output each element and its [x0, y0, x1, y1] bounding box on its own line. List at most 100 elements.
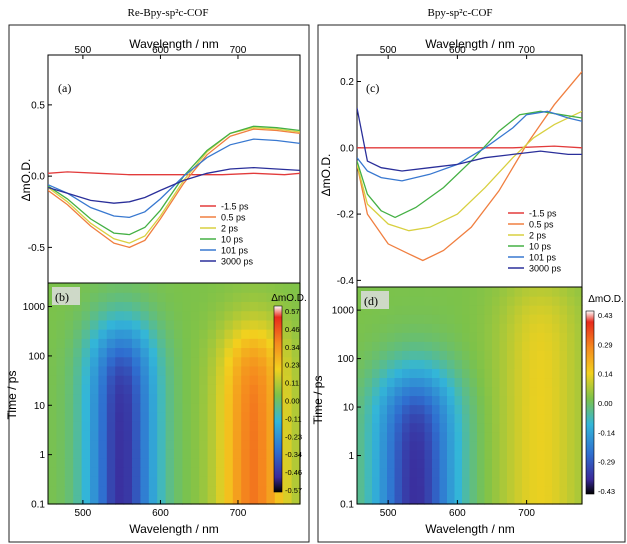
heat-cell-b — [98, 292, 108, 303]
heat-cell-d — [439, 413, 448, 424]
xtick-label-d-2: 700 — [518, 508, 535, 519]
heat-cell-d — [357, 485, 366, 496]
heat-cell-d — [462, 314, 471, 324]
heat-cell-b — [283, 430, 293, 441]
heat-cell-b — [274, 494, 284, 505]
heat-cell-d — [492, 350, 501, 360]
heat-cell-b — [140, 283, 150, 293]
heat-cell-b — [115, 430, 125, 441]
heat-cell-d — [357, 305, 366, 315]
heat-cell-d — [462, 359, 471, 369]
panel-label-bg-d — [361, 291, 389, 309]
heat-cell-d — [439, 386, 448, 397]
heat-cell-b — [140, 375, 150, 385]
heat-cell-b — [283, 319, 293, 330]
heat-cell-b — [266, 283, 276, 293]
heat-cell-b — [291, 402, 301, 413]
heat-cell-b — [123, 356, 133, 367]
heatmap-b — [48, 283, 301, 505]
heat-cell-d — [379, 323, 388, 333]
heat-cell-d — [417, 422, 426, 433]
heat-cell-d — [559, 476, 568, 487]
heat-cell-d — [379, 332, 388, 342]
heat-cell-b — [165, 467, 175, 477]
ylabel-c: ΔmO.D. — [319, 154, 333, 197]
heat-cell-d — [529, 332, 538, 342]
heat-cell-d — [507, 413, 516, 424]
heat-cell-b — [73, 402, 83, 413]
legend-label-a-5: 3000 ps — [221, 257, 254, 267]
heat-cell-b — [115, 421, 125, 431]
heat-cell-d — [357, 458, 366, 469]
heat-cell-b — [266, 347, 276, 358]
heat-cell-b — [98, 421, 108, 431]
heat-cell-d — [454, 359, 463, 369]
heat-cell-b — [73, 338, 83, 349]
heat-cell-d — [559, 458, 568, 469]
colorbar-tick-b-7: -0.23 — [285, 432, 302, 441]
heat-cell-d — [387, 404, 396, 415]
heat-cell-b — [115, 448, 125, 459]
heat-cell-b — [291, 439, 301, 450]
heat-cell-b — [266, 319, 276, 330]
heat-cell-d — [567, 458, 576, 469]
heat-cell-b — [115, 292, 125, 303]
heat-cell-b — [48, 402, 57, 413]
heat-cell-d — [462, 467, 471, 478]
heat-cell-d — [379, 341, 388, 351]
heat-cell-d — [574, 494, 583, 505]
heat-cell-d — [439, 449, 448, 460]
heat-cell-b — [90, 448, 99, 459]
heat-cell-b — [174, 384, 183, 395]
heat-cell-b — [207, 310, 217, 321]
heat-cell-d — [439, 467, 448, 478]
heat-cell-d — [559, 359, 568, 369]
heat-cell-b — [190, 494, 200, 505]
heat-cell-b — [48, 494, 57, 505]
heat-cell-b — [140, 457, 150, 468]
heat-cell-d — [379, 485, 388, 496]
heat-cell-b — [148, 310, 158, 321]
heat-cell-b — [174, 494, 183, 505]
heat-cell-b — [90, 457, 99, 468]
heat-cell-d — [364, 440, 373, 451]
panel-label-b: (b) — [55, 290, 69, 304]
heat-cell-b — [64, 485, 74, 496]
heat-cell-b — [106, 283, 116, 293]
heat-cell-b — [274, 283, 284, 293]
heat-cell-d — [537, 404, 546, 415]
heat-cell-b — [182, 393, 192, 404]
heat-cell-d — [529, 287, 538, 297]
heat-cell-b — [148, 430, 158, 441]
heat-cell-b — [207, 402, 217, 413]
heat-cell-b — [283, 356, 293, 367]
heat-cell-d — [439, 305, 448, 315]
heat-cell-b — [249, 476, 259, 487]
heat-cell-b — [56, 448, 66, 459]
heat-cell-d — [447, 395, 456, 406]
heat-cell-b — [224, 384, 234, 395]
heat-cell-d — [454, 368, 463, 379]
heat-cell-b — [274, 292, 284, 303]
heat-cell-b — [258, 439, 267, 450]
heat-cell-d — [484, 377, 493, 388]
heat-cell-b — [224, 485, 234, 496]
heat-cell-b — [207, 365, 217, 376]
heat-cell-b — [140, 365, 150, 376]
heat-cell-d — [574, 287, 583, 297]
heat-cell-d — [544, 404, 553, 415]
heat-cell-d — [357, 404, 366, 415]
heat-cell-b — [258, 402, 267, 413]
heat-cell-d — [372, 440, 381, 451]
heat-cell-d — [394, 386, 403, 397]
heat-cell-b — [98, 283, 108, 293]
top-xlabel-c: Wavelength / nm — [425, 37, 515, 51]
heat-cell-b — [199, 421, 209, 431]
heat-cell-b — [106, 448, 116, 459]
heat-cell-b — [115, 439, 125, 450]
heat-cell-d — [492, 386, 501, 397]
heat-cell-d — [379, 422, 388, 433]
heat-cell-b — [258, 356, 267, 367]
heat-cell-d — [522, 332, 531, 342]
heat-cell-b — [249, 494, 259, 505]
